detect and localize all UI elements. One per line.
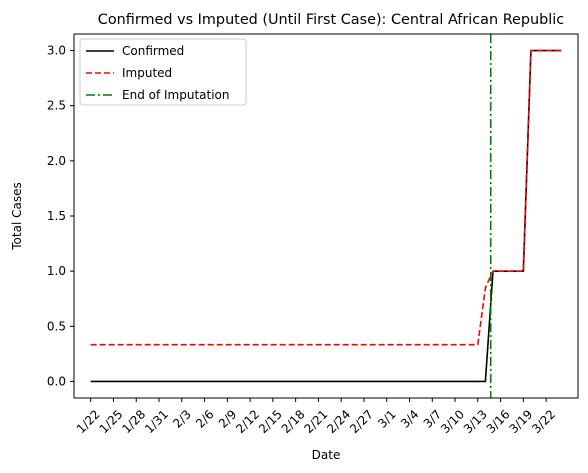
y-tick-label: 1.5 <box>47 209 66 223</box>
x-tick-label: 3/10 <box>438 407 467 436</box>
x-tick-label: 3/4 <box>398 407 422 431</box>
legend-box <box>79 38 247 106</box>
series-line-imputed <box>90 49 562 346</box>
x-tick-label: 2/24 <box>324 407 353 436</box>
legend: Confirmed Imputed End of Imputation <box>79 38 247 106</box>
x-tick-label: 3/13 <box>461 407 490 436</box>
chart-title: Confirmed vs Imputed (Until First Case):… <box>98 12 564 28</box>
x-axis: 1/221/251/281/31 2/3 2/6 2/92/122/152/182/2… <box>74 398 558 436</box>
y-tick-label: 2.5 <box>47 99 66 113</box>
x-tick-label: 1/31 <box>142 407 171 436</box>
x-tick-label: 1/28 <box>119 407 148 436</box>
legend-label: Confirmed <box>122 44 184 58</box>
legend-label: Imputed <box>122 66 172 80</box>
x-tick-label: 2/15 <box>256 407 285 436</box>
y-tick-label: 2.0 <box>47 154 66 168</box>
x-tick-label: 2/27 <box>347 407 376 436</box>
y-tick-label: 0.0 <box>47 374 66 388</box>
y-tick-label: 3.0 <box>47 44 66 58</box>
y-tick-label: 1.0 <box>47 264 66 278</box>
x-tick-label: 3/22 <box>529 407 558 436</box>
x-tick-label: 2/12 <box>233 407 262 436</box>
x-axis-label: Date <box>312 448 341 462</box>
x-tick-label: 2/18 <box>279 407 308 436</box>
y-tick-label: 0.5 <box>47 319 66 333</box>
x-tick-label: 3/19 <box>506 407 535 436</box>
x-tick-label: 2/3 <box>170 407 194 431</box>
x-tick-label: 3/1 <box>375 407 399 431</box>
y-axis: 0.0 0.5 1.0 1.5 2.0 2.5 3.0 <box>47 44 74 388</box>
x-tick-label: 1/25 <box>97 407 126 436</box>
series-line-confirmed <box>90 49 562 383</box>
legend-label: End of Imputation <box>122 88 230 102</box>
y-axis-label: Total Cases <box>10 182 24 250</box>
x-tick-label: 2/21 <box>302 407 331 436</box>
x-tick-label: 3/16 <box>484 407 513 436</box>
x-tick-label: 1/22 <box>74 407 103 436</box>
x-tick-label: 2/6 <box>193 407 217 431</box>
